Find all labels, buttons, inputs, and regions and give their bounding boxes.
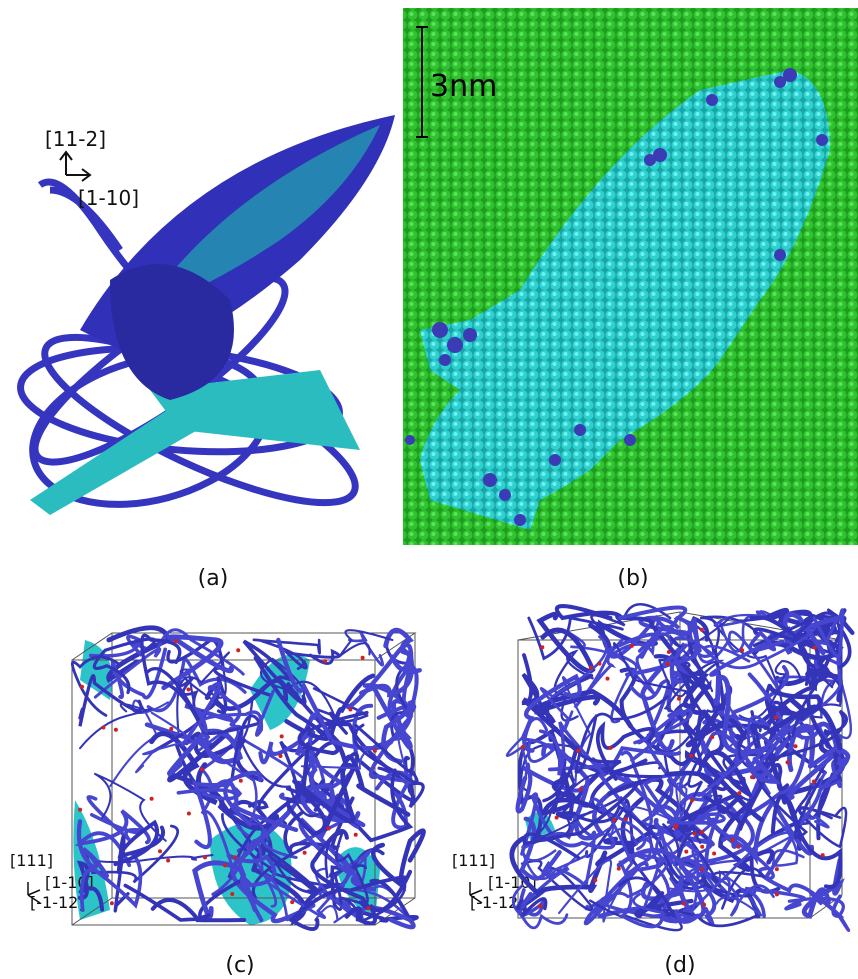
axis-label: [111] (452, 851, 495, 870)
axis-label: [11-2] (45, 127, 106, 151)
axis-label: [1-10] (78, 186, 139, 210)
scale-bar-label: 3nm (430, 69, 497, 104)
axis-label: [-1-12] (30, 893, 85, 912)
panel-label: (b) (617, 566, 648, 591)
panel-label: (d) (664, 953, 695, 978)
axis-label: [111] (10, 851, 53, 870)
figure: [11-2] [1-10] (a) 3nm (b) [111] [1-10] (0, 0, 858, 979)
panel-label: (a) (198, 566, 229, 591)
panel-d: [111] [1-10] [-1-12] (d) (452, 604, 852, 978)
panel-label: (c) (225, 953, 254, 978)
dislocation-network (72, 628, 423, 929)
panel-b: 3nm (b) (403, 8, 858, 591)
panel-c: [111] [1-10] [-1-12] (c) (10, 628, 424, 978)
panel-a: [11-2] [1-10] (a) (14, 115, 395, 591)
